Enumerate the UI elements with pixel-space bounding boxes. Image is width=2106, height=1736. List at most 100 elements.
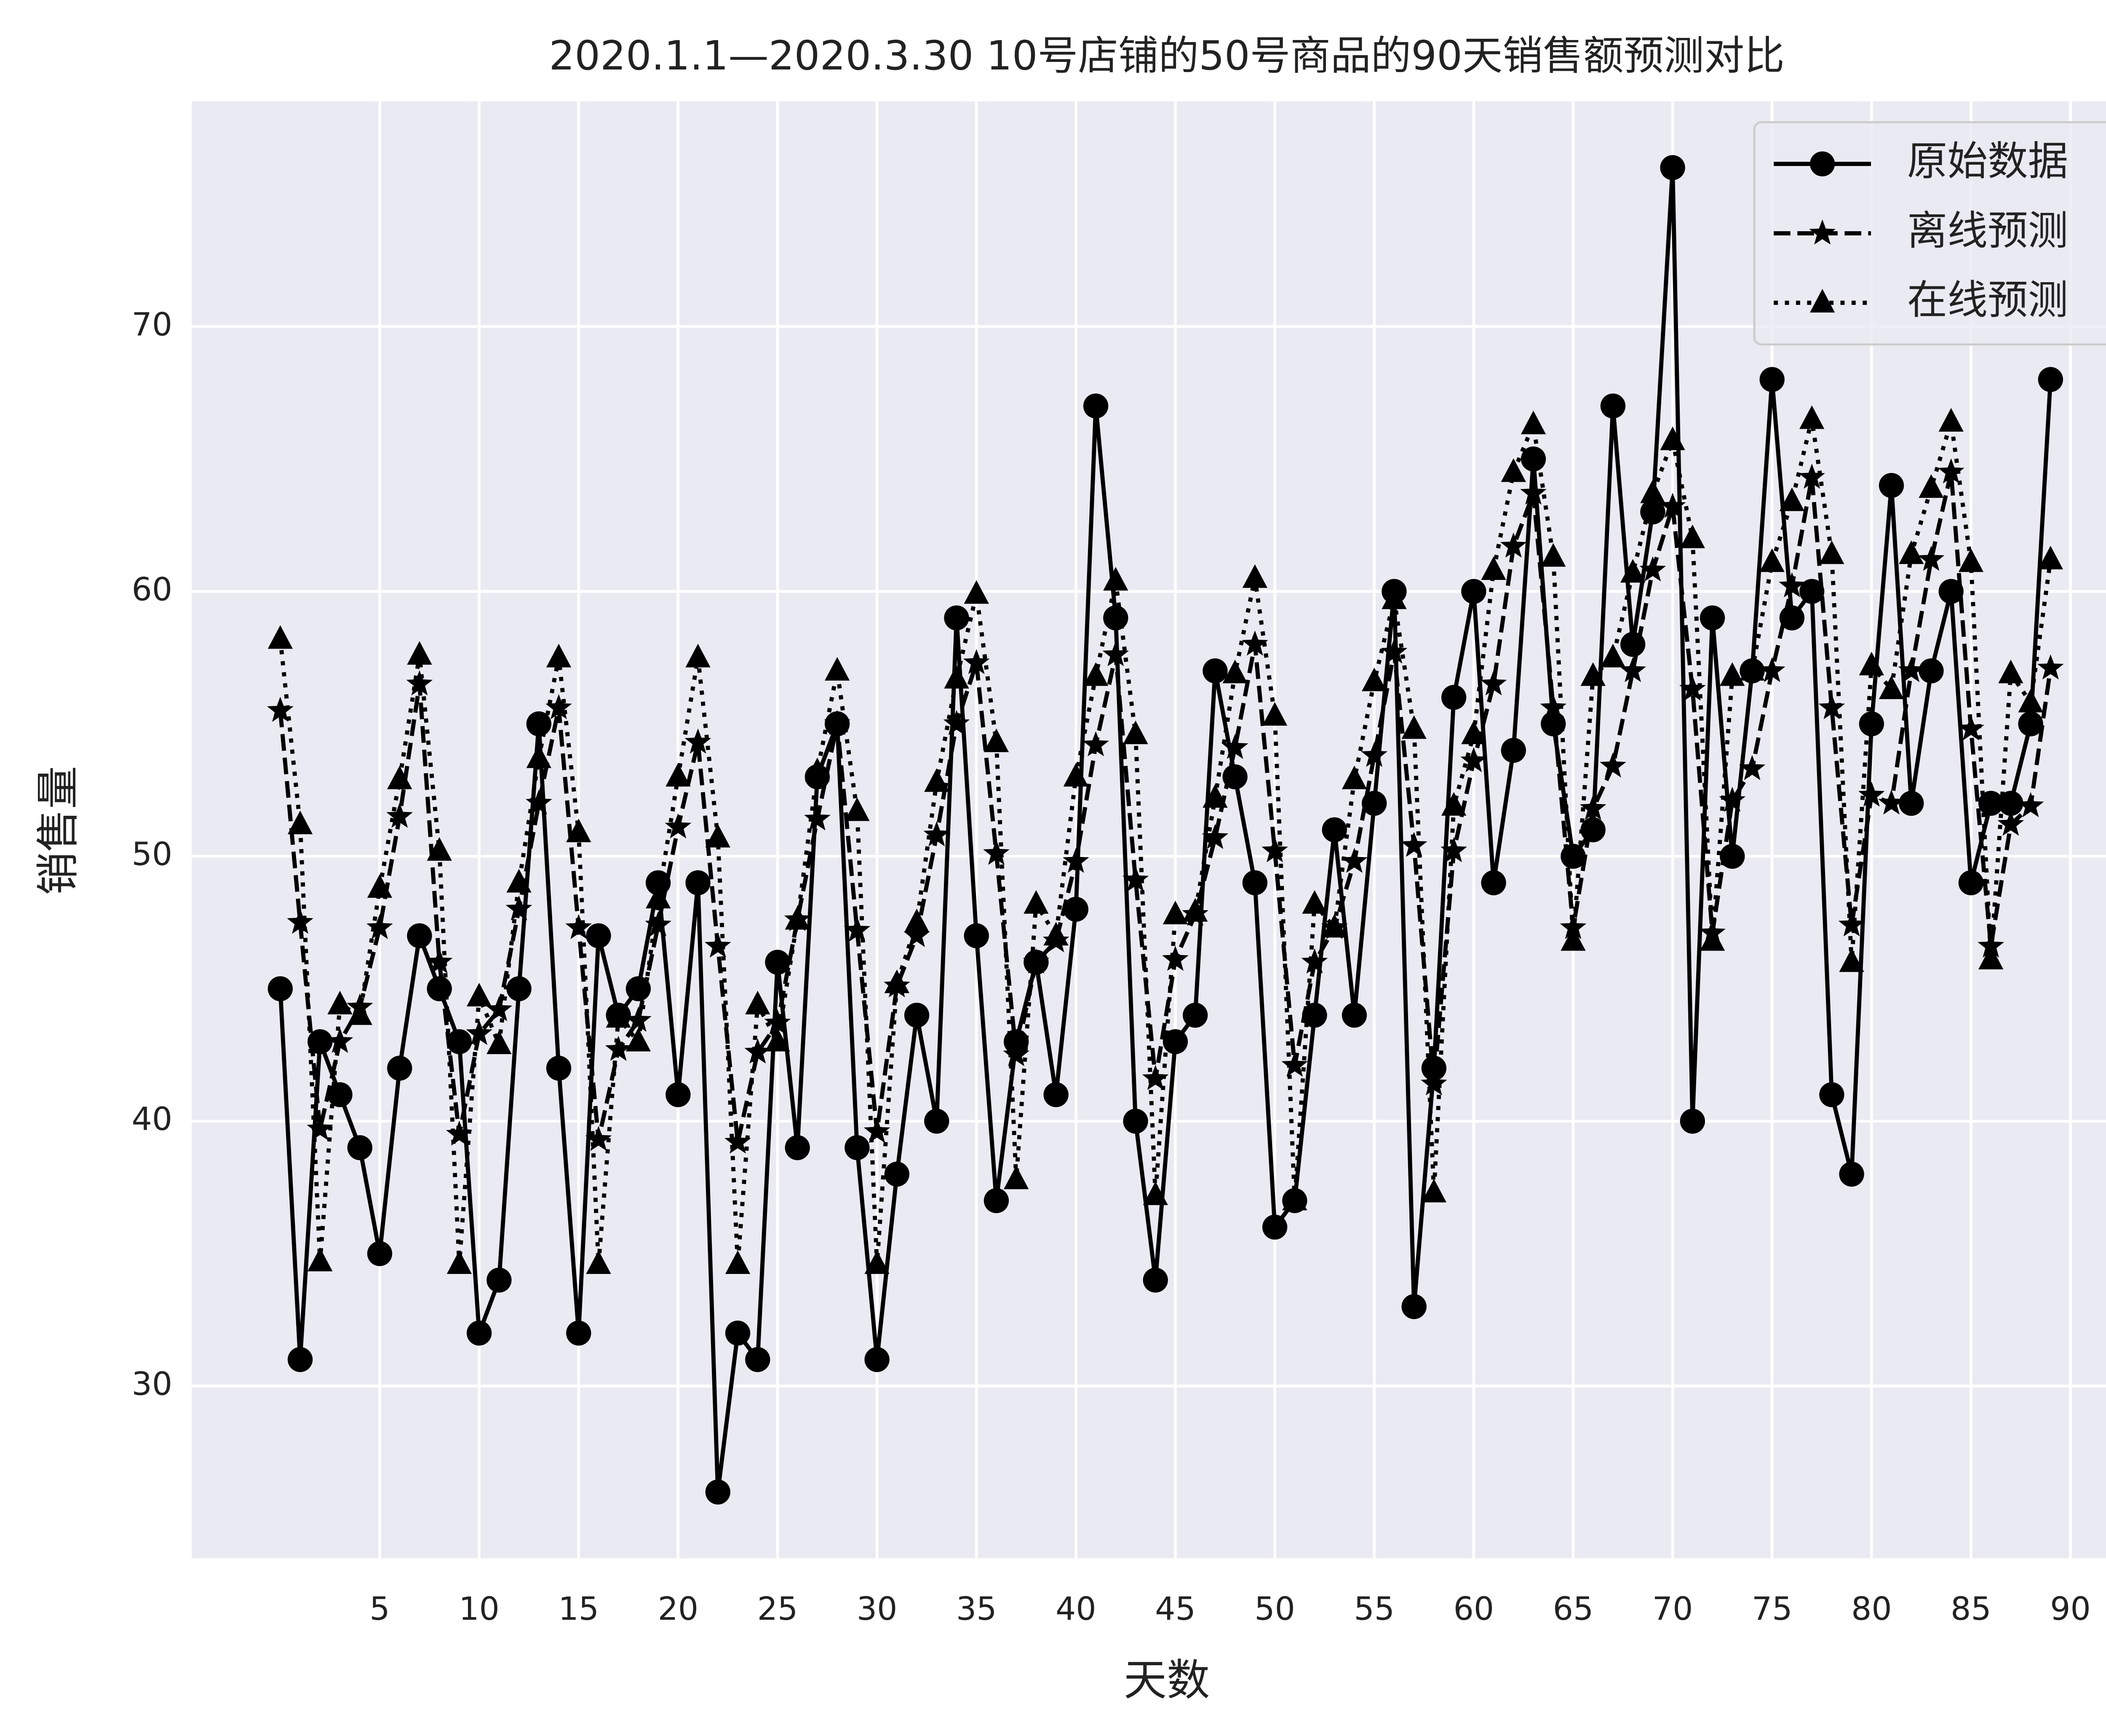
marker-triangle: [566, 818, 591, 842]
marker-circle: [1481, 870, 1506, 895]
marker-circle: [1441, 685, 1467, 710]
marker-circle: [546, 1055, 572, 1081]
marker-triangle: [984, 728, 1009, 752]
marker-triangle: [1879, 676, 1904, 700]
x-tick-label: 85: [1951, 1590, 1991, 1627]
x-tick-label: 30: [857, 1590, 898, 1627]
marker-star: [804, 805, 831, 831]
marker-star: [1639, 556, 1666, 582]
marker-triangle: [466, 983, 492, 1007]
marker-triangle: [1680, 524, 1705, 548]
marker-triangle: [1004, 1165, 1029, 1189]
marker-star: [1719, 787, 1746, 812]
marker-star: [267, 697, 294, 722]
marker-star: [1063, 847, 1089, 873]
marker-star: [963, 649, 990, 674]
marker-triangle: [1501, 458, 1526, 482]
marker-circle: [407, 923, 432, 948]
marker-circle: [486, 1267, 512, 1293]
marker-star: [684, 728, 711, 754]
marker-triangle: [1421, 1178, 1447, 1203]
marker-circle: [964, 923, 989, 948]
marker-triangle: [387, 765, 412, 789]
marker-star: [1580, 795, 1606, 820]
marker-star: [1958, 715, 1984, 740]
marker-triangle: [407, 641, 432, 665]
marker-triangle: [1998, 660, 2023, 684]
marker-star: [2017, 792, 2044, 817]
marker-circle: [1998, 791, 2023, 816]
marker-triangle: [446, 1250, 472, 1274]
marker-circle: [446, 1029, 472, 1055]
marker-circle: [924, 1108, 949, 1134]
marker-circle: [1799, 579, 1825, 604]
marker-star: [1659, 493, 1686, 518]
marker-star: [1799, 463, 1825, 489]
marker-star: [326, 1028, 353, 1053]
plot: [267, 155, 2064, 1505]
marker-circle: [785, 1135, 810, 1160]
x-tick-label: 20: [658, 1590, 698, 1627]
marker-triangle: [864, 1250, 890, 1274]
marker-star: [923, 821, 950, 847]
marker-circle: [347, 1135, 372, 1160]
marker-triangle: [1620, 559, 1646, 583]
marker-triangle: [1958, 548, 1984, 572]
x-tick-label: 45: [1155, 1590, 1196, 1627]
marker-circle: [1302, 1002, 1327, 1028]
marker-triangle: [1024, 890, 1049, 914]
marker-circle: [1063, 897, 1089, 922]
marker-star: [665, 813, 692, 839]
marker-circle: [1083, 393, 1109, 419]
marker-circle: [864, 1347, 890, 1372]
marker-triangle: [884, 969, 910, 994]
marker-star: [943, 710, 970, 735]
marker-triangle: [1759, 548, 1785, 572]
marker-triangle: [1521, 411, 1546, 435]
marker-star: [1003, 1041, 1030, 1066]
marker-circle: [1938, 579, 1964, 604]
marker-star: [1023, 948, 1050, 974]
marker-triangle: [924, 768, 949, 792]
marker-star: [1520, 479, 1547, 505]
marker-star: [1898, 657, 1925, 682]
marker-circle: [1600, 393, 1626, 419]
marker-triangle: [804, 757, 830, 782]
marker-star: [1858, 781, 1885, 807]
marker-circle: [2038, 367, 2063, 392]
marker-star: [844, 916, 871, 942]
marker-triangle: [785, 906, 810, 930]
marker-triangle: [1461, 720, 1486, 744]
marker-triangle: [427, 837, 452, 861]
marker-star: [1759, 657, 1785, 682]
marker-star: [1560, 914, 1587, 939]
marker-triangle: [1203, 784, 1228, 808]
marker-triangle: [1143, 1181, 1168, 1205]
marker-star: [486, 996, 513, 1021]
marker-triangle: [1700, 927, 1725, 951]
marker-star: [1102, 641, 1129, 666]
marker-triangle: [347, 1001, 372, 1025]
marker-circle: [1123, 1108, 1148, 1134]
marker-circle: [665, 1082, 691, 1107]
marker-star: [605, 1036, 632, 1061]
marker-circle: [1640, 499, 1665, 525]
marker-triangle: [964, 580, 989, 604]
marker-circle: [327, 1082, 353, 1107]
marker-star: [1361, 742, 1388, 767]
marker-star: [1809, 219, 1836, 245]
marker-circle: [904, 1002, 930, 1028]
marker-star: [1142, 1065, 1169, 1090]
x-tick-label: 90: [2050, 1590, 2090, 1627]
marker-triangle: [904, 908, 930, 932]
marker-triangle: [1809, 288, 1835, 312]
x-axis-label: 天数: [1124, 1656, 1210, 1706]
marker-star: [287, 908, 313, 934]
marker-triangle: [2018, 689, 2043, 713]
marker-circle: [387, 1055, 412, 1081]
marker-triangle: [1640, 479, 1665, 503]
marker-circle: [1501, 737, 1526, 763]
marker-triangle: [1401, 715, 1427, 739]
marker-circle: [1163, 1029, 1188, 1055]
